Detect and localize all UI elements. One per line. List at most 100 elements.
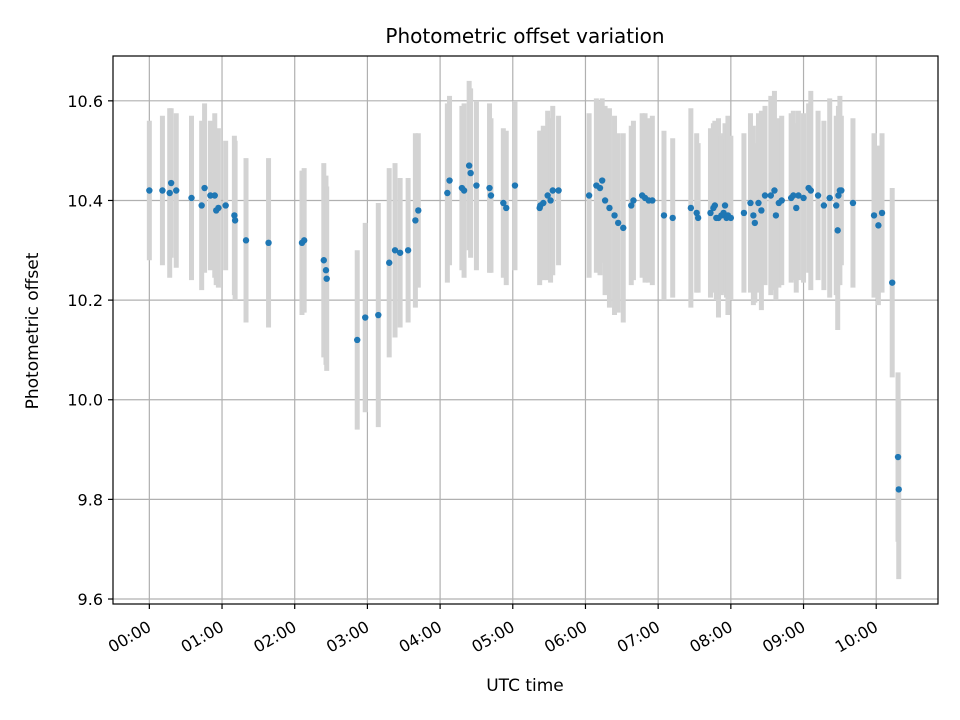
data-point	[772, 212, 780, 219]
data-point	[500, 199, 507, 207]
data-point	[322, 267, 330, 274]
data-point	[265, 239, 272, 247]
data-point	[834, 227, 841, 234]
y-axis-title: Photometric offset	[23, 252, 43, 409]
data-point	[895, 486, 902, 493]
data-point	[467, 169, 474, 177]
data-point	[198, 202, 205, 209]
data-point	[231, 212, 238, 219]
data-point	[362, 314, 369, 321]
data-point	[751, 219, 759, 227]
data-point	[750, 212, 757, 219]
data-point	[231, 217, 239, 224]
data-point	[487, 192, 495, 199]
data-point	[835, 192, 842, 199]
data-point	[660, 212, 668, 219]
data-point	[242, 237, 250, 244]
data-point	[300, 237, 308, 244]
data-point	[598, 177, 606, 184]
data-point	[601, 197, 609, 204]
data-point	[386, 259, 393, 266]
data-point	[687, 204, 695, 212]
data-point	[727, 214, 735, 222]
y-axis: 9.6 9.8 10.0 10.2 10.4 10.6	[67, 92, 113, 609]
data-point	[446, 177, 453, 184]
data-point	[173, 187, 180, 194]
data-point	[444, 189, 451, 197]
data-point	[630, 197, 637, 204]
data-point	[747, 199, 754, 207]
data-point	[878, 209, 886, 217]
data-point	[547, 197, 554, 204]
data-point	[693, 209, 700, 217]
data-point	[188, 194, 195, 202]
data-point	[793, 204, 800, 212]
data-point	[614, 219, 622, 227]
data-point	[375, 311, 382, 319]
data-point	[167, 179, 175, 187]
data-point	[146, 187, 153, 194]
data-point	[396, 249, 404, 256]
y-tick-label: 10.2	[67, 291, 103, 310]
data-point	[721, 202, 729, 209]
data-point	[771, 187, 778, 194]
data-point	[875, 222, 882, 229]
plot-frame	[112, 55, 939, 605]
data-point	[820, 202, 828, 209]
data-point	[404, 247, 412, 254]
data-point	[669, 214, 676, 222]
data-point	[596, 184, 604, 192]
data-point	[758, 207, 765, 214]
data-point	[511, 182, 519, 189]
data-point	[807, 187, 814, 194]
data-points	[146, 162, 902, 493]
data-point	[767, 192, 775, 199]
data-point	[585, 192, 593, 199]
data-point	[354, 336, 361, 344]
data-point	[391, 247, 399, 254]
data-point	[606, 204, 613, 212]
chart-title: Photometric offset variation	[385, 24, 664, 48]
data-point	[707, 209, 714, 217]
data-point	[222, 202, 229, 209]
data-point	[894, 453, 902, 461]
data-point	[611, 212, 618, 219]
data-point	[215, 204, 222, 212]
y-tick-label: 10.6	[67, 92, 103, 111]
x-axis-title: UTC time	[486, 676, 564, 696]
data-point	[555, 187, 562, 194]
data-point	[889, 279, 896, 286]
data-point	[740, 209, 748, 217]
data-point	[415, 207, 422, 214]
data-point	[544, 192, 551, 199]
data-point	[540, 199, 547, 207]
data-point	[211, 192, 218, 199]
data-point	[323, 275, 330, 282]
data-point	[833, 202, 840, 209]
data-point	[159, 187, 166, 194]
y-tick-label: 9.6	[78, 590, 103, 609]
data-point	[486, 184, 493, 192]
data-point	[320, 257, 327, 264]
data-point	[549, 187, 556, 194]
data-point	[465, 162, 473, 169]
data-point	[694, 214, 702, 222]
data-point	[795, 192, 802, 199]
data-point	[460, 187, 468, 194]
data-point	[755, 199, 762, 207]
data-point	[800, 194, 807, 202]
data-point	[849, 199, 857, 207]
data-point	[870, 212, 878, 219]
data-point	[412, 217, 419, 224]
data-point	[711, 202, 719, 209]
data-point	[778, 197, 785, 204]
y-tick-label: 10.4	[67, 191, 103, 210]
data-point	[166, 189, 173, 197]
data-point	[814, 192, 822, 199]
data-point	[826, 194, 833, 202]
y-tick-label: 10.0	[67, 391, 103, 410]
data-point	[838, 187, 845, 194]
data-point	[628, 202, 635, 209]
y-tick-label: 9.8	[78, 490, 103, 509]
